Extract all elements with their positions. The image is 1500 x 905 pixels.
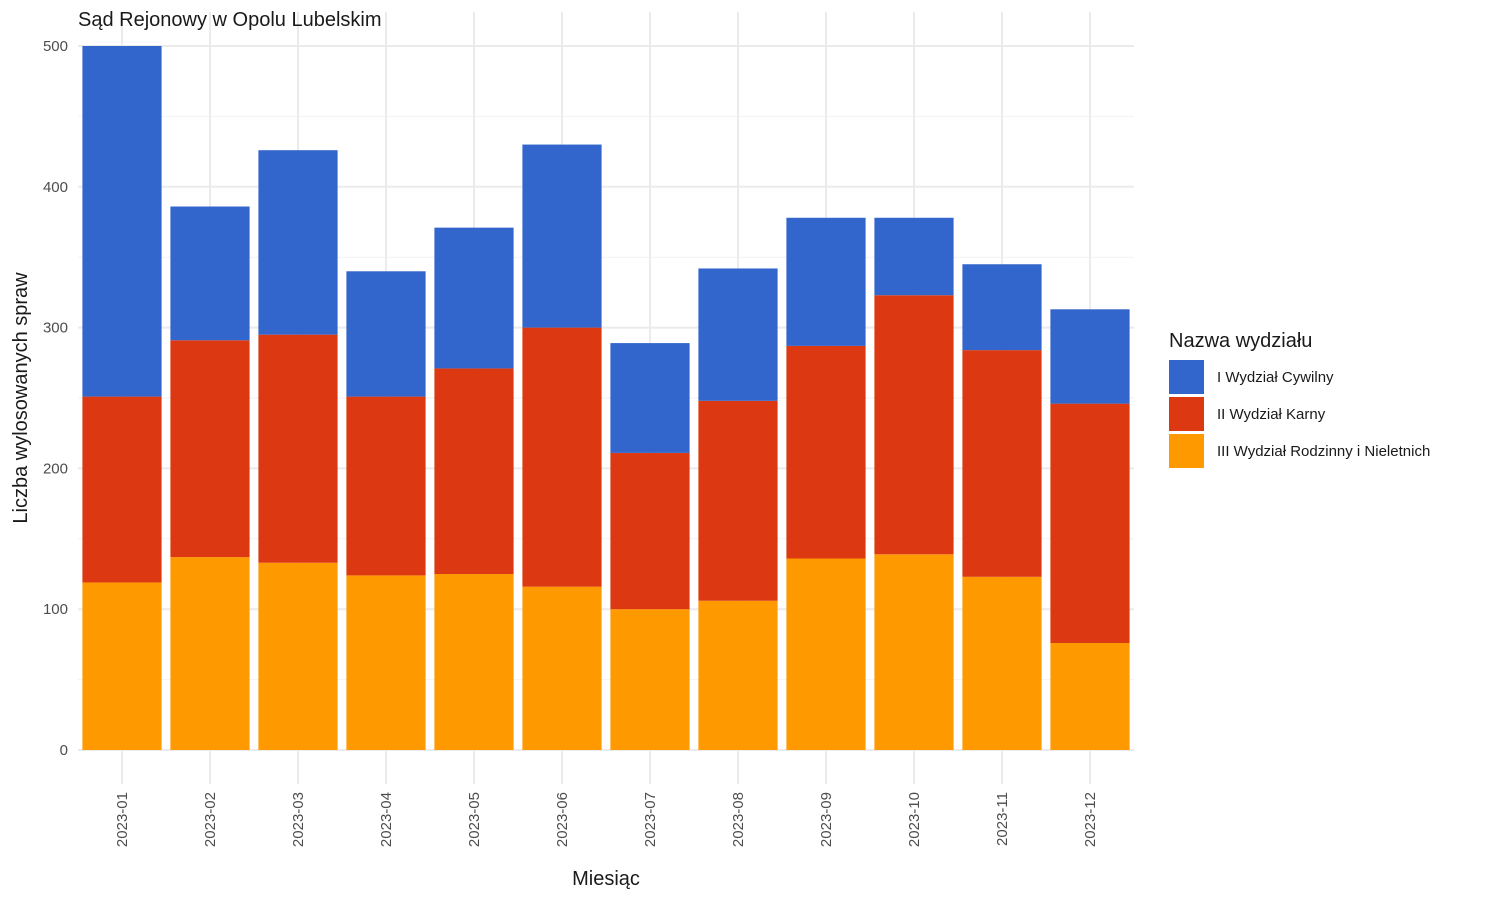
bar-i-wydzia-cywilny <box>962 264 1042 351</box>
bar-ii-wydzia-karny <box>610 452 690 610</box>
x-tick-label: 2023-12 <box>1082 792 1099 847</box>
bar-i-wydzia-cywilny <box>258 150 338 335</box>
bar-ii-wydzia-karny <box>258 334 338 563</box>
bar-ii-wydzia-karny <box>874 295 954 555</box>
axis-layer: 0 100 200 300 400 500 2023-01 2023-02 2023-03 202… <box>43 38 1099 847</box>
bar-iii-wydzia-rodzinny-i-nieletnich <box>874 554 954 750</box>
x-tick-label: 2023-05 <box>466 792 483 847</box>
bar-ii-wydzia-karny <box>962 350 1042 577</box>
y-axis-title: Liczba wylosowanych spraw <box>10 272 32 524</box>
x-tick-label: 2023-08 <box>730 792 747 847</box>
bar-i-wydzia-cywilny <box>874 217 954 296</box>
bar-iii-wydzia-rodzinny-i-nieletnich <box>1050 642 1130 750</box>
bar-iii-wydzia-rodzinny-i-nieletnich <box>170 557 250 750</box>
bar-ii-wydzia-karny <box>346 396 426 576</box>
x-tick-label: 2023-07 <box>642 792 659 847</box>
x-axis-title: Miesiąc <box>572 868 640 890</box>
legend-key <box>1169 397 1204 431</box>
bar-iii-wydzia-rodzinny-i-nieletnich <box>786 558 866 750</box>
x-tick-label: 2023-09 <box>818 792 835 847</box>
bar-iii-wydzia-rodzinny-i-nieletnich <box>82 582 162 750</box>
bar-i-wydzia-cywilny <box>82 46 162 397</box>
legend-label: II Wydział Karny <box>1217 406 1326 423</box>
bar-i-wydzia-cywilny <box>434 227 514 369</box>
bar-ii-wydzia-karny <box>698 400 778 601</box>
x-tick-label: 2023-10 <box>906 792 923 847</box>
bar-i-wydzia-cywilny <box>522 144 602 328</box>
bar-i-wydzia-cywilny <box>786 217 866 346</box>
bar-i-wydzia-cywilny <box>1050 309 1130 404</box>
legend-key <box>1169 360 1204 394</box>
bar-layer <box>82 46 1130 750</box>
legend-title: Nazwa wydziału <box>1169 330 1312 352</box>
bar-i-wydzia-cywilny <box>698 268 778 401</box>
bar-iii-wydzia-rodzinny-i-nieletnich <box>522 586 602 750</box>
bar-iii-wydzia-rodzinny-i-nieletnich <box>258 562 338 750</box>
legend-key <box>1169 434 1204 468</box>
x-tick-label: 2023-04 <box>378 792 395 847</box>
bar-iii-wydzia-rodzinny-i-nieletnich <box>434 574 514 750</box>
y-tick-label: 0 <box>60 742 68 759</box>
bar-iii-wydzia-rodzinny-i-nieletnich <box>698 600 778 750</box>
x-tick-label: 2023-11 <box>994 792 1011 846</box>
legend-label: I Wydział Cywilny <box>1217 369 1334 386</box>
y-tick-label: 200 <box>43 460 68 477</box>
bar-ii-wydzia-karny <box>434 368 514 574</box>
x-tick-label: 2023-03 <box>290 792 307 847</box>
bar-ii-wydzia-karny <box>82 396 162 583</box>
x-tick-label: 2023-01 <box>114 792 131 847</box>
bar-i-wydzia-cywilny <box>610 343 690 453</box>
bar-ii-wydzia-karny <box>786 345 866 559</box>
legend-label: III Wydział Rodzinny i Nieletnich <box>1217 443 1430 460</box>
bar-i-wydzia-cywilny <box>170 206 250 341</box>
y-tick-label: 300 <box>43 320 68 337</box>
bar-ii-wydzia-karny <box>522 327 602 587</box>
y-tick-label: 400 <box>43 179 68 196</box>
x-tick-label: 2023-02 <box>202 792 219 847</box>
y-tick-label: 100 <box>43 601 68 618</box>
bar-ii-wydzia-karny <box>170 340 250 558</box>
bar-ii-wydzia-karny <box>1050 403 1130 643</box>
x-tick-label: 2023-06 <box>554 792 571 847</box>
bar-i-wydzia-cywilny <box>346 271 426 397</box>
bar-iii-wydzia-rodzinny-i-nieletnich <box>962 576 1042 750</box>
bar-iii-wydzia-rodzinny-i-nieletnich <box>610 609 690 750</box>
chart-title: Sąd Rejonowy w Opolu Lubelskim <box>78 9 382 31</box>
y-tick-label: 500 <box>43 38 68 55</box>
bar-iii-wydzia-rodzinny-i-nieletnich <box>346 575 426 750</box>
legend: Nazwa wydziału I Wydział Cywilny II Wydzi… <box>1169 330 1430 468</box>
